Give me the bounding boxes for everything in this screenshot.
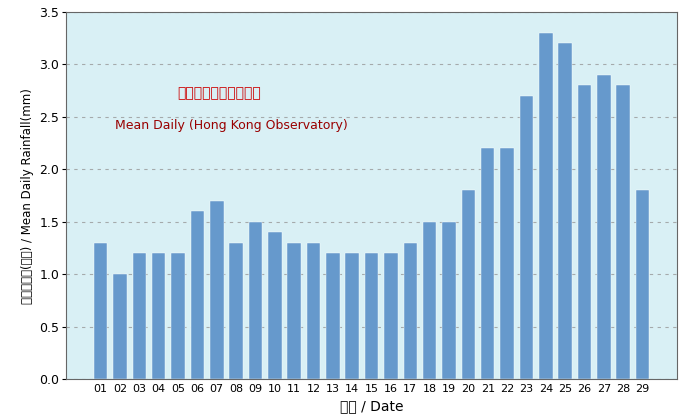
Bar bbox=[423, 222, 436, 379]
Bar bbox=[597, 75, 611, 379]
Bar bbox=[326, 253, 340, 379]
Bar bbox=[443, 222, 456, 379]
Bar bbox=[306, 243, 320, 379]
Bar bbox=[268, 232, 282, 379]
Bar bbox=[171, 253, 185, 379]
Text: 平均日雨量（天文台）: 平均日雨量（天文台） bbox=[177, 86, 261, 100]
Bar bbox=[539, 33, 553, 379]
Bar bbox=[114, 274, 127, 379]
Bar bbox=[345, 253, 359, 379]
Bar bbox=[133, 253, 146, 379]
Bar bbox=[249, 222, 262, 379]
Bar bbox=[384, 253, 397, 379]
Bar bbox=[481, 148, 495, 379]
Bar bbox=[462, 190, 475, 379]
Bar bbox=[94, 243, 107, 379]
Bar bbox=[152, 253, 166, 379]
Bar bbox=[365, 253, 378, 379]
Y-axis label: 平均日雨量(毫米) / Mean Daily Rainfall(mm): 平均日雨量(毫米) / Mean Daily Rainfall(mm) bbox=[21, 88, 34, 304]
Bar bbox=[191, 211, 205, 379]
Bar bbox=[578, 85, 591, 379]
Bar bbox=[500, 148, 514, 379]
Text: Mean Daily (Hong Kong Observatory): Mean Daily (Hong Kong Observatory) bbox=[115, 119, 347, 132]
X-axis label: 日期 / Date: 日期 / Date bbox=[340, 399, 404, 413]
Bar bbox=[558, 43, 572, 379]
Bar bbox=[287, 243, 301, 379]
Bar bbox=[520, 96, 533, 379]
Bar bbox=[616, 85, 630, 379]
Bar bbox=[635, 190, 649, 379]
Bar bbox=[404, 243, 417, 379]
Bar bbox=[229, 243, 243, 379]
Bar bbox=[210, 201, 224, 379]
